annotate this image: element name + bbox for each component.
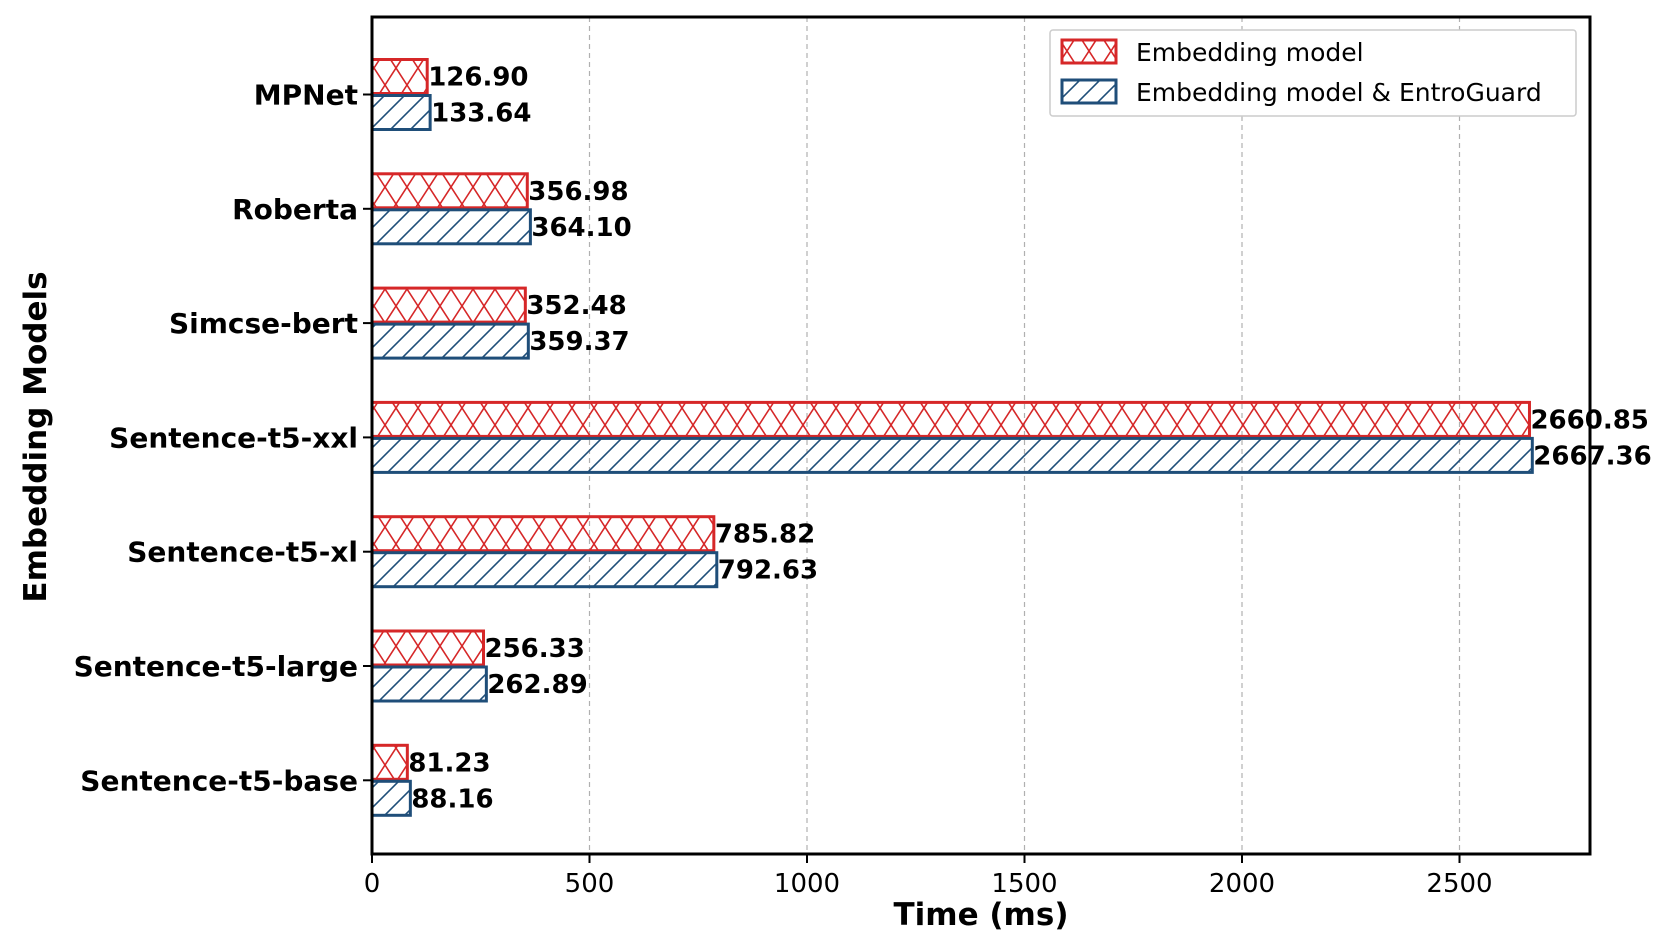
data-label: 359.37 bbox=[529, 327, 629, 357]
bar-embedding-model-entroguard-sentence-t5-xxl bbox=[370, 436, 1534, 474]
data-label: 364.10 bbox=[531, 213, 631, 243]
data-label: 792.63 bbox=[718, 556, 818, 586]
data-label: 81.23 bbox=[408, 748, 490, 778]
category-label-sentence-t5-large: Sentence-t5-large bbox=[74, 650, 358, 683]
bar-embedding-model-roberta bbox=[370, 172, 529, 210]
bar-embedding-model-entroguard-sentence-t5-xl bbox=[370, 551, 719, 589]
data-label: 133.64 bbox=[431, 99, 531, 129]
category-label-sentence-t5-xxl: Sentence-t5-xxl bbox=[109, 421, 358, 454]
bar-embedding-model-entroguard-mpnet bbox=[370, 94, 432, 131]
bar-embedding-model-mpnet bbox=[370, 58, 429, 95]
data-label: 126.90 bbox=[428, 63, 528, 93]
bars bbox=[370, 58, 1534, 817]
category-label-simcse-bert: Simcse-bert bbox=[169, 307, 358, 340]
data-label: 262.89 bbox=[487, 670, 587, 700]
x-tick-label: 0 bbox=[364, 869, 381, 899]
data-label: 356.98 bbox=[528, 177, 628, 207]
legend-frame bbox=[1049, 29, 1577, 117]
bar-embedding-model-entroguard-roberta bbox=[370, 208, 532, 246]
legend-label-entroguard: Embedding model & EntroGuard bbox=[1136, 78, 1542, 107]
data-label: 2660.85 bbox=[1530, 405, 1648, 435]
legend-label-embedding-model: Embedding model bbox=[1136, 38, 1364, 67]
data-labels: 126.90 133.64 356.98 364.10 352.48 359.37 2660… bbox=[408, 63, 1651, 815]
bar-embedding-model-entroguard-sentence-t5-base bbox=[370, 779, 412, 817]
bar-embedding-model-sentence-t5-base bbox=[370, 743, 409, 781]
y-axis-title: Embedding Models bbox=[18, 271, 54, 602]
bar-embedding-model-entroguard-simcse-bert bbox=[370, 322, 530, 360]
x-tick-label: 2500 bbox=[1426, 869, 1492, 899]
x-tick-label: 1500 bbox=[991, 869, 1057, 899]
legend-swatch-embedding-model bbox=[1060, 38, 1118, 65]
x-tick-label: 1000 bbox=[774, 869, 840, 899]
category-label-mpnet: MPNet bbox=[254, 79, 358, 112]
data-label: 256.33 bbox=[485, 634, 585, 664]
axes: 0 500 1000 1500 2000 2500 MPNet Roberta Simcse-b… bbox=[74, 15, 1592, 899]
plot-frame bbox=[370, 15, 1592, 856]
bar-embedding-model-simcse-bert bbox=[370, 286, 527, 324]
data-label: 352.48 bbox=[526, 291, 626, 321]
data-label: 88.16 bbox=[411, 784, 493, 814]
legend: Embedding model Embedding model & EntroG… bbox=[1049, 29, 1577, 117]
legend-swatch-entroguard bbox=[1060, 78, 1118, 105]
category-label-sentence-t5-xl: Sentence-t5-xl bbox=[127, 536, 358, 569]
bar-embedding-model-sentence-t5-large bbox=[370, 629, 486, 667]
bar-embedding-model-sentence-t5-xxl bbox=[370, 400, 1531, 438]
bar-embedding-model-sentence-t5-xl bbox=[370, 515, 716, 553]
data-label: 785.82 bbox=[715, 520, 815, 550]
x-tick-label: 2000 bbox=[1209, 869, 1275, 899]
bar-embedding-model-entroguard-sentence-t5-large bbox=[370, 665, 488, 703]
x-tick-label: 500 bbox=[565, 869, 615, 899]
x-axis-title: Time (ms) bbox=[894, 897, 1069, 933]
category-label-sentence-t5-base: Sentence-t5-base bbox=[80, 764, 358, 797]
category-label-roberta: Roberta bbox=[232, 193, 358, 226]
data-label: 2667.36 bbox=[1533, 441, 1651, 471]
